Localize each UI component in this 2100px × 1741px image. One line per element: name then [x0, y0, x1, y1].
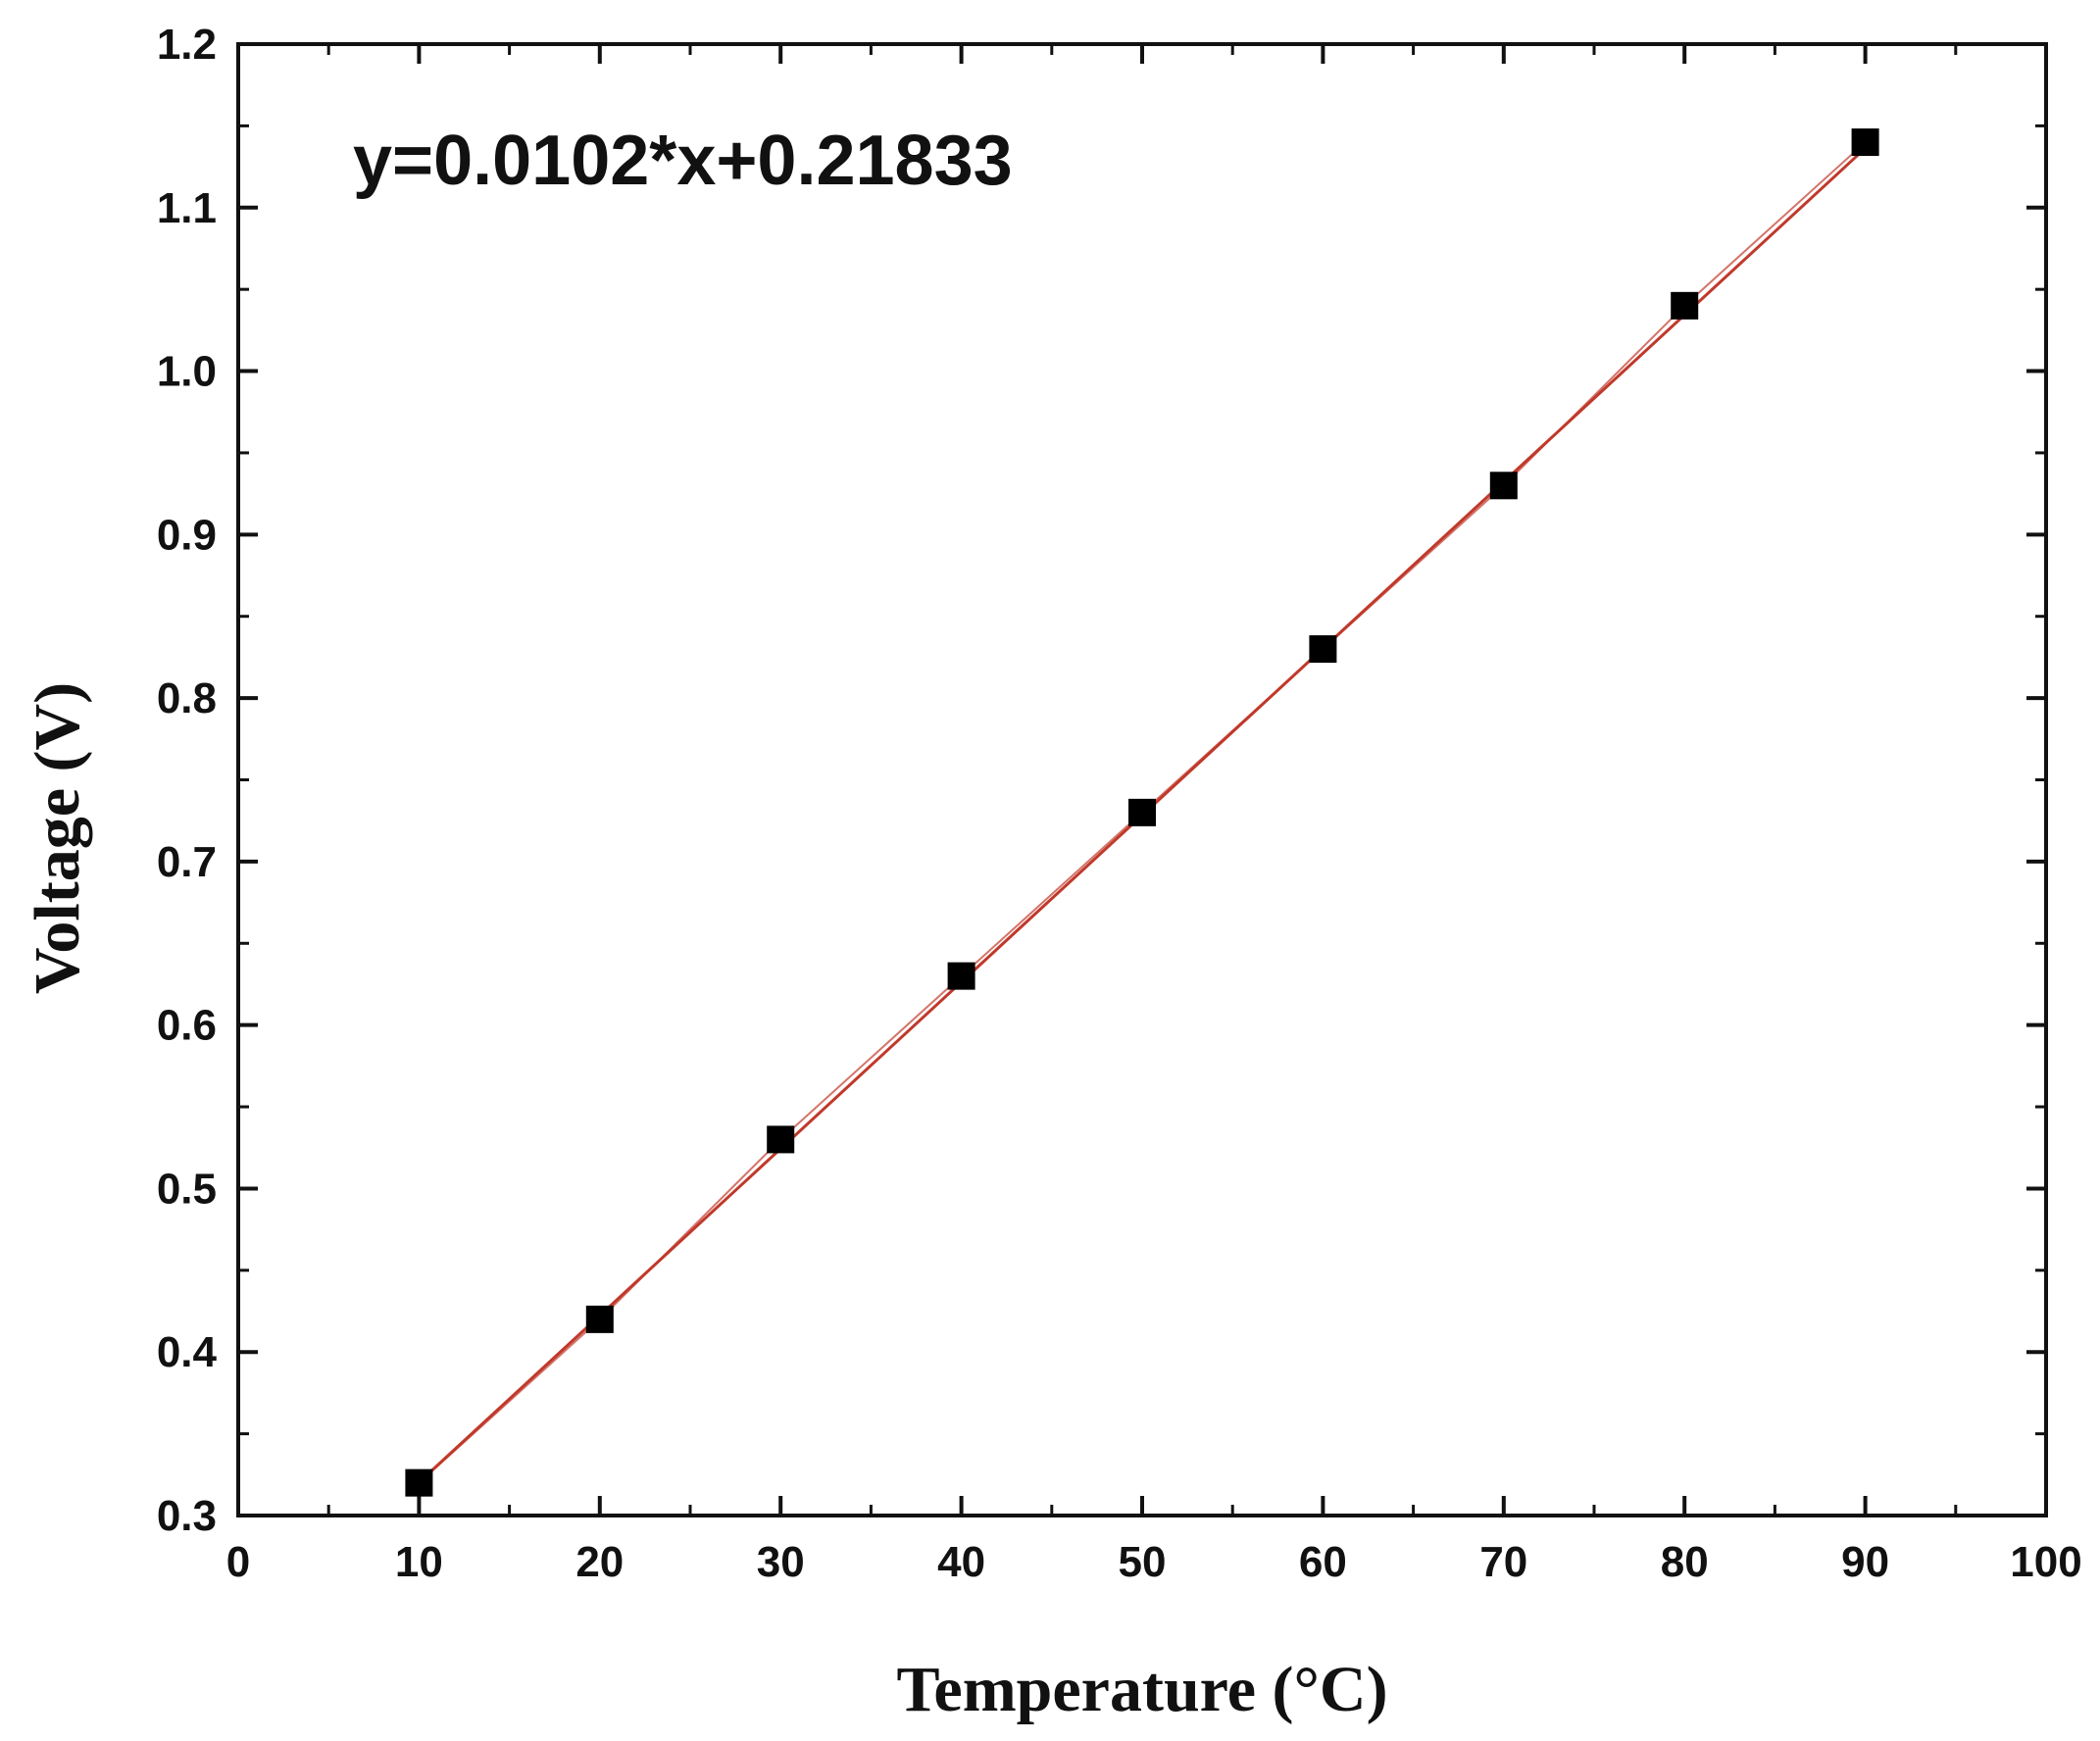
x-tick-label: 80 [1661, 1538, 1709, 1586]
x-tick-label: 50 [1119, 1538, 1167, 1586]
x-tick-label: 20 [575, 1538, 624, 1586]
x-tick-label: 100 [2010, 1538, 2081, 1586]
data-point [1489, 472, 1518, 500]
data-point [767, 1125, 795, 1154]
y-tick-label: 0.4 [157, 1328, 218, 1376]
y-axis-title: Voltage (V) [22, 682, 93, 994]
points-layer [405, 128, 1879, 1497]
labels-layer: 0 10 20 30 40 50 60 70 80 90 100 0.3 0.4 0.5 0.6 0.7 0.8… [157, 21, 2082, 1586]
plot-frame [236, 42, 2048, 1517]
fit-equation: y=0.0102*x+0.21833 [353, 122, 1013, 200]
data-point [405, 1468, 433, 1497]
x-tick-label: 10 [395, 1538, 443, 1586]
data-point [947, 962, 975, 990]
x-tick-label: 70 [1479, 1538, 1527, 1586]
data-point [1851, 128, 1879, 157]
x-tick-label: 90 [1841, 1538, 1889, 1586]
data-point [1671, 291, 1699, 320]
data-point [1309, 635, 1337, 664]
y-tick-label: 0.3 [157, 1492, 217, 1540]
y-tick-label: 1.2 [157, 21, 217, 69]
y-tick-label: 1.0 [157, 348, 217, 396]
y-tick-label: 0.7 [157, 838, 217, 886]
x-tick-label: 0 [226, 1538, 250, 1586]
data-point [585, 1305, 614, 1333]
x-tick-label: 40 [937, 1538, 985, 1586]
y-tick-label: 0.9 [157, 511, 217, 559]
x-tick-label: 60 [1299, 1538, 1347, 1586]
x-axis-title: Temperature (°C) [896, 1654, 1387, 1725]
x-tick-label: 30 [757, 1538, 805, 1586]
ticks-layer [236, 42, 2048, 1517]
y-tick-label: 0.8 [157, 674, 217, 722]
data-point [1128, 798, 1156, 826]
y-tick-label: 0.5 [157, 1165, 217, 1213]
y-tick-label: 0.6 [157, 1002, 217, 1050]
y-tick-label: 1.1 [157, 184, 217, 232]
